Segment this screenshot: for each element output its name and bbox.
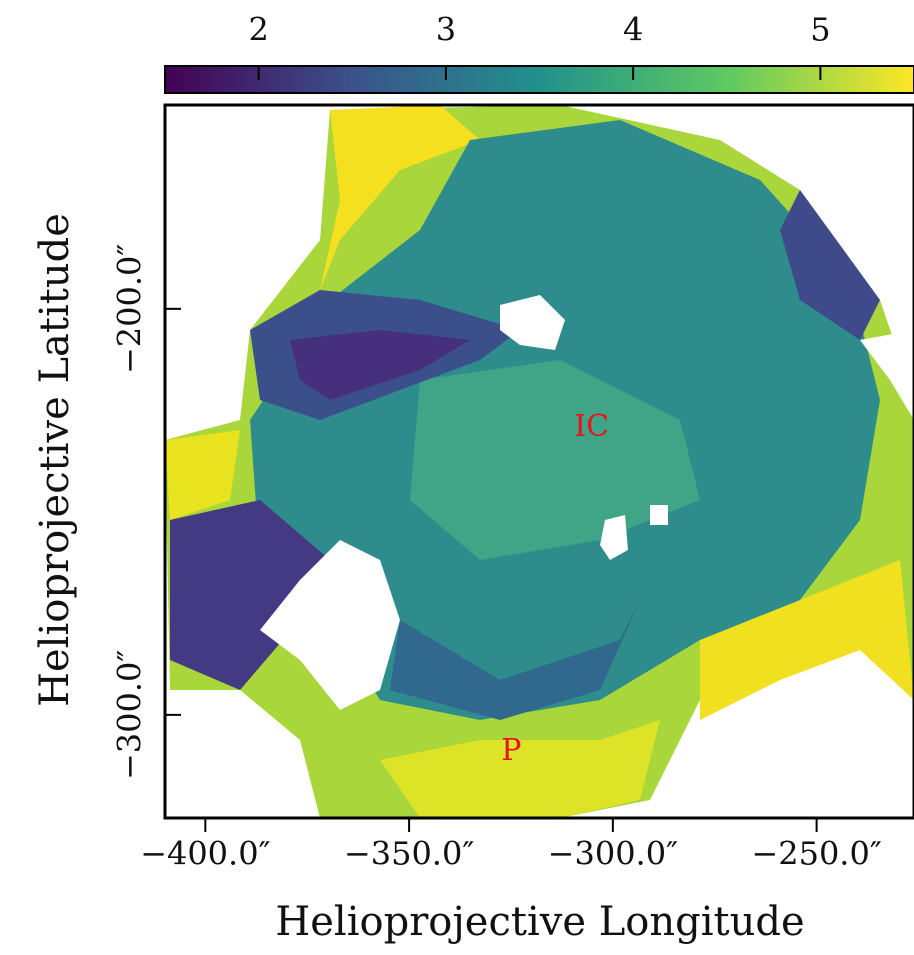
region-purple-right [780, 190, 880, 340]
colorbar [164, 65, 914, 94]
region-yellow-right [700, 560, 914, 720]
y-tick-label: −200.0″ [111, 244, 149, 374]
x-tick-label: −250.0″ [751, 835, 881, 873]
image [165, 105, 914, 818]
colorbar-tick-label: 5 [810, 11, 830, 49]
colorbar-tick-label: 2 [248, 11, 268, 49]
x-tick-label: −300.0″ [548, 835, 678, 873]
region-purple-lower [390, 560, 660, 720]
y-tick-label: −300.0″ [111, 650, 149, 780]
region-yellow-bottom [380, 720, 660, 818]
colorbar-tick-label: 4 [623, 11, 643, 49]
region-empty-4 [650, 505, 668, 525]
x-tick-label: −400.0″ [140, 835, 270, 873]
region-purple-deep [290, 330, 470, 400]
plot-frame [163, 103, 914, 820]
region-empty-3 [600, 515, 628, 560]
region-empty-2 [260, 540, 400, 710]
colorbar-tick-label: 3 [436, 11, 456, 49]
region-green-center [410, 360, 700, 560]
region-empty-5 [860, 330, 914, 420]
x-axis-label: Helioprojective Longitude [275, 899, 804, 945]
x-tick-label: −350.0″ [344, 835, 474, 873]
region-yellow-left [165, 430, 240, 520]
region-yellow-top [320, 105, 480, 290]
y-axis-label: Helioprojective Latitude [32, 213, 78, 707]
region-empty-1 [500, 295, 565, 350]
annotation: IC [574, 409, 609, 444]
region-purple-left [170, 500, 330, 690]
annotation: P [501, 733, 521, 768]
